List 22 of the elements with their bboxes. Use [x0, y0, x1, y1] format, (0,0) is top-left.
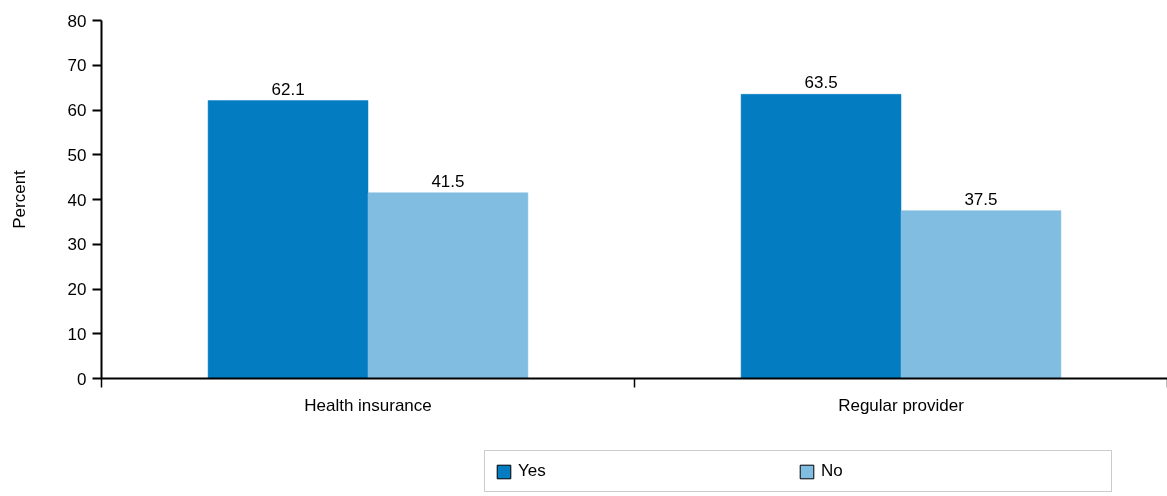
data-label: 41.5 — [431, 171, 465, 191]
y-tick-label: 70 — [67, 56, 87, 76]
bar — [207, 100, 369, 379]
y-tick-label: 60 — [67, 101, 87, 120]
bar — [900, 210, 1062, 379]
bar — [740, 94, 902, 379]
y-tick-label: 10 — [67, 324, 87, 344]
data-label: 37.5 — [964, 189, 998, 209]
data-label: 63.5 — [804, 73, 838, 93]
x-tick-label: Regular provider — [838, 395, 965, 415]
y-axis-title: Percent — [9, 169, 29, 229]
y-tick-label: 50 — [67, 145, 87, 165]
y-tick-label: 0 — [77, 369, 87, 389]
y-tick-label: 80 — [67, 11, 87, 31]
bar — [367, 192, 529, 379]
x-tick-label: Health insurance — [304, 395, 432, 415]
y-tick-label: 20 — [67, 280, 87, 299]
y-tick-label: 40 — [67, 190, 87, 210]
legend-label: No — [821, 461, 844, 481]
legend-label: Yes — [518, 461, 547, 481]
data-label: 62.1 — [271, 79, 305, 99]
y-tick-label: 30 — [67, 235, 87, 255]
